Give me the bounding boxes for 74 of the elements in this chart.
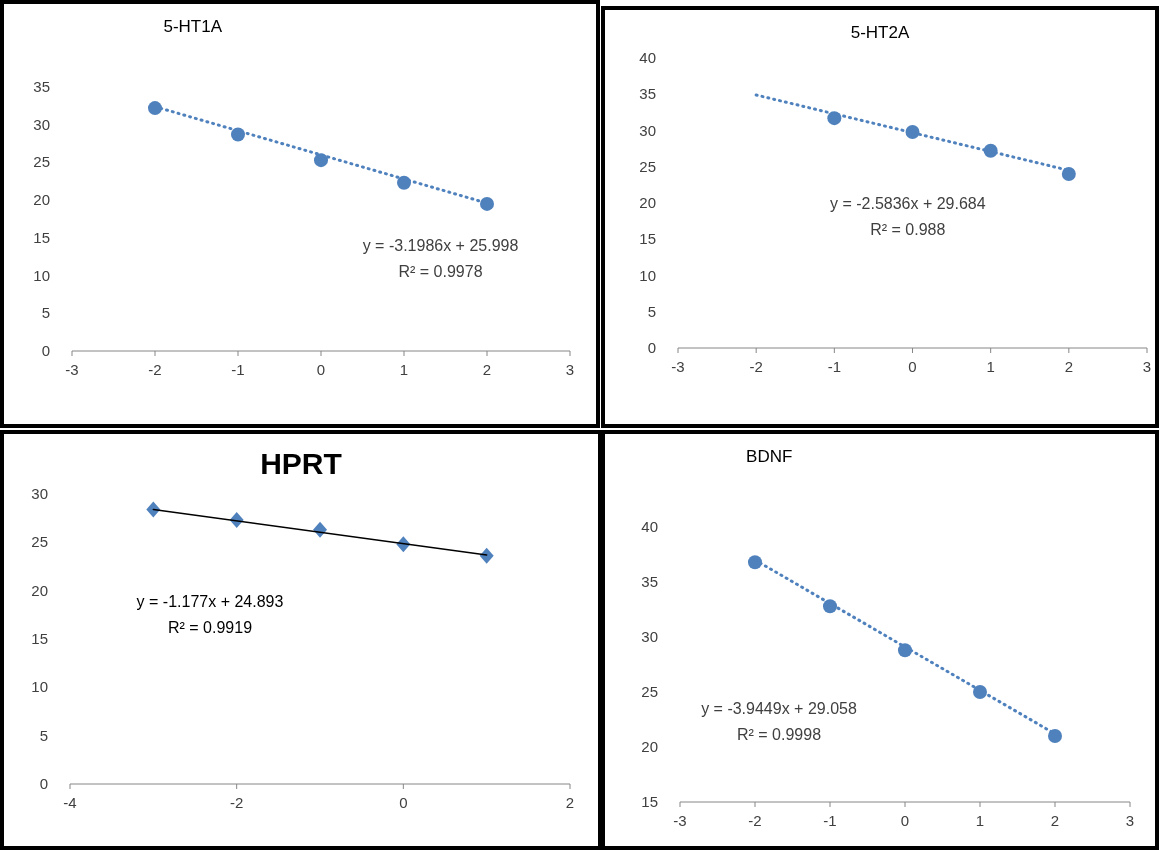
y-tick-label: 15	[639, 230, 656, 248]
x-tick-label: -4	[63, 794, 77, 811]
y-tick-label: 10	[639, 266, 656, 284]
x-tick-label: 0	[908, 358, 917, 375]
y-tick-label: 30	[33, 115, 50, 133]
x-tick-label: 2	[482, 361, 492, 378]
x-tick-label: -1	[231, 361, 245, 378]
y-tick-label: 35	[641, 573, 658, 590]
x-tick-label: -1	[827, 358, 842, 375]
y-tick-label: 35	[639, 85, 656, 103]
y-tick-label: 25	[641, 683, 658, 700]
y-tick-label: 10	[33, 266, 50, 284]
y-tick-label: 0	[41, 342, 50, 359]
x-tick-label: -3	[673, 812, 687, 829]
x-tick-label: -2	[748, 812, 762, 829]
y-tick-label: 15	[641, 793, 658, 810]
chart-title: 5-HT1A	[163, 17, 223, 36]
y-tick-label: 20	[31, 581, 48, 599]
point	[148, 101, 162, 116]
point	[480, 196, 494, 211]
y-tick-label: 20	[639, 194, 656, 211]
x-tick-label: -1	[823, 812, 837, 829]
x-tick-label: 1	[975, 812, 985, 829]
x-tick-label: 3	[1125, 812, 1135, 829]
y-tick-label: 40	[639, 49, 656, 66]
x-tick-label: 3	[1142, 358, 1152, 375]
x-tick-label: -2	[148, 361, 162, 378]
y-tick-label: 30	[31, 485, 48, 502]
annotation: y = -3.9449x + 29.058	[701, 700, 857, 717]
y-tick-label: 25	[639, 157, 656, 175]
point	[146, 501, 161, 518]
x-tick-label: -2	[229, 794, 244, 811]
x-tick-label: -2	[749, 358, 763, 375]
x-tick-label: 0	[900, 812, 910, 829]
y-tick-label: 15	[31, 630, 48, 647]
y-tick-label: 35	[33, 78, 50, 95]
y-tick-label: 20	[33, 191, 50, 209]
annotation: y = -2.5836x + 29.684	[829, 194, 986, 212]
y-tick-label: 5	[647, 302, 656, 320]
y-tick-label: 0	[647, 339, 656, 356]
y-tick-label: 0	[39, 775, 48, 792]
point	[479, 547, 494, 564]
chart-title: 5-HT2A	[850, 23, 910, 42]
y-tick-label: 30	[641, 628, 658, 645]
y-tick-label: 25	[31, 533, 48, 551]
annotation: R² = 0.9919	[167, 619, 253, 637]
y-tick-label: 5	[41, 304, 50, 322]
point	[1061, 167, 1076, 181]
annotation: R² = 0.9978	[398, 262, 483, 280]
point	[314, 153, 328, 168]
x-tick-label: 1	[986, 358, 995, 375]
y-tick-label: 5	[39, 726, 48, 744]
x-tick-label: 3	[565, 361, 575, 378]
y-tick-label: 20	[641, 738, 658, 755]
point	[1048, 729, 1062, 743]
x-tick-label: 0	[316, 361, 326, 378]
y-tick-label: 40	[641, 518, 658, 535]
y-tick-label: 25	[33, 153, 50, 171]
chart-title: BDNF	[746, 447, 793, 466]
annotation: y = -3.1986x + 25.998	[362, 236, 519, 254]
x-tick-label: -3	[65, 361, 79, 378]
x-tick-label: 2	[565, 794, 575, 811]
x-tick-label: 2	[1050, 812, 1060, 829]
annotation: R² = 0.9998	[736, 726, 822, 743]
x-tick-label: 2	[1064, 358, 1074, 375]
x-tick-label: 1	[399, 361, 409, 378]
x-tick-label: -3	[671, 358, 685, 375]
y-tick-label: 15	[33, 228, 50, 246]
x-tick-label: 0	[399, 794, 408, 811]
annotation: R² = 0.988	[870, 220, 946, 238]
y-tick-label: 10	[31, 678, 48, 696]
y-tick-label: 30	[639, 121, 656, 139]
annotation: y = -1.177x + 24.893	[136, 593, 284, 611]
chart-title: HPRT	[260, 447, 342, 480]
